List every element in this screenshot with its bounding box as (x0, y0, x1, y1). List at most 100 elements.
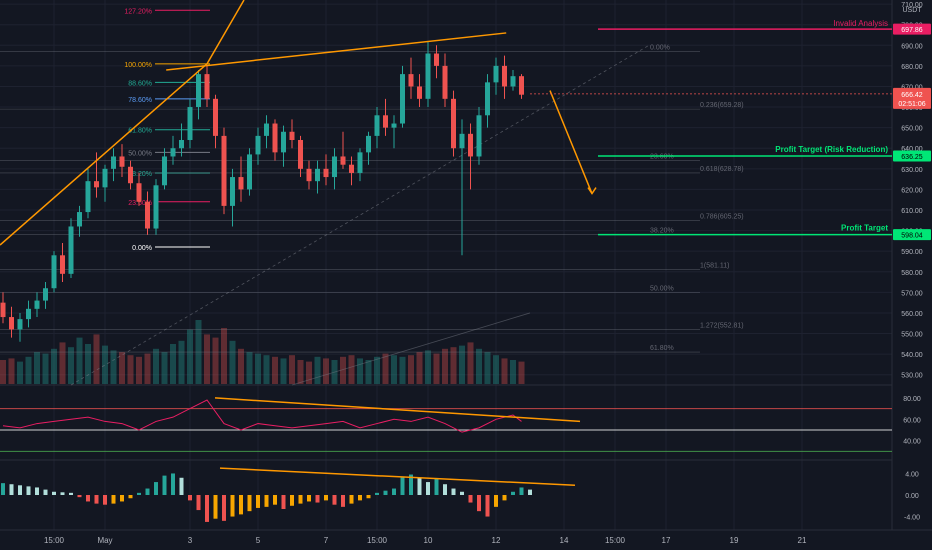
histogram-bar (162, 475, 167, 495)
histogram-bar (502, 495, 507, 501)
volume-bar (34, 352, 40, 384)
rsi-tick-label: 40.00 (903, 439, 921, 446)
fib-ext-label: 1(581.11) (700, 263, 729, 270)
volume-bar (221, 328, 227, 384)
histogram-bar (222, 495, 226, 521)
time-tick-label[interactable]: 19 (730, 536, 739, 545)
volume-bar (323, 358, 329, 384)
histogram-bar (298, 495, 303, 504)
histogram-bar (307, 495, 311, 502)
time-tick-label[interactable]: 15:00 (605, 536, 626, 545)
projection-arrow-line[interactable] (549, 90, 593, 194)
profit-target-risk-price-tag: 636.25 (901, 154, 923, 161)
fib-level-label: 50.00% (128, 150, 152, 157)
volume-bar (280, 358, 287, 384)
candle-body (332, 156, 337, 178)
candle-body (60, 255, 65, 274)
volume-bar (136, 356, 142, 384)
time-axis[interactable]: 15:00 May 3 5 7 15:00 10 12 14 15:00 17 19 21 (0, 529, 932, 550)
price-tick-label: 540.00 (901, 352, 923, 359)
histogram-bar (196, 495, 201, 511)
fib-level-label: 61.80% (128, 128, 152, 135)
candle-body (170, 148, 176, 157)
price-tick-label: 530.00 (901, 373, 923, 380)
volume-bar (76, 337, 83, 384)
profit-target-risk-price-tag-bg (893, 150, 931, 162)
volume-bar (187, 329, 193, 384)
currency-label: USDT (902, 7, 922, 14)
profit-target-price-tag: 598.04 (901, 233, 923, 240)
volume-bar (17, 361, 23, 384)
histogram-divergence-trendline[interactable] (219, 467, 576, 487)
histogram-bar (417, 477, 422, 495)
histogram-bar (230, 495, 235, 517)
histogram-bar (528, 489, 532, 495)
volume-bar (161, 352, 168, 384)
time-tick-label[interactable]: 10 (424, 536, 433, 545)
resistance-trendline[interactable] (166, 32, 507, 71)
time-tick-label[interactable]: 3 (188, 536, 193, 545)
projection-arrow-head[interactable] (587, 187, 597, 195)
histogram-bar (375, 492, 379, 495)
candle-body (408, 74, 414, 87)
histogram-bar (1, 483, 5, 495)
candle-body (145, 201, 150, 229)
volume-bar (382, 353, 389, 384)
rsi-divergence-trendline[interactable] (214, 397, 581, 423)
candle-body (0, 302, 6, 318)
histogram-bar (392, 488, 396, 495)
volume-bar (144, 353, 151, 384)
histogram-bar (171, 473, 175, 495)
histogram-bar (247, 495, 252, 512)
time-tick-label[interactable]: 12 (492, 536, 501, 545)
trend-lines[interactable] (0, 0, 597, 246)
current-price-tag: 666.42 (901, 92, 923, 99)
candle-body (43, 288, 48, 301)
volume-bar (204, 334, 210, 384)
time-tick-label[interactable]: 17 (662, 536, 671, 545)
histogram-bar (281, 495, 286, 509)
volume-bar (348, 355, 355, 384)
candle-body (34, 300, 40, 309)
candle-body (230, 177, 235, 206)
time-tick-label[interactable]: 15:00 (367, 536, 388, 545)
candle-body (400, 74, 405, 124)
histogram-bar (358, 495, 362, 501)
histogram-bar (400, 476, 405, 495)
time-tick-label[interactable]: May (97, 536, 112, 545)
fib-level-label: 0.00% (132, 245, 152, 252)
target-lines[interactable]: Invalid Analysis Profit Target (Risk Redu… (530, 19, 892, 236)
fib-level-label: 88.60% (128, 80, 152, 87)
histogram-bar (383, 490, 388, 495)
candle-body (128, 166, 133, 184)
price-tick-label: 620.00 (901, 187, 923, 194)
current-price-tag-bg (893, 87, 931, 109)
lower-trendline[interactable] (0, 63, 208, 246)
time-tick-label[interactable]: 15:00 (44, 536, 65, 545)
histogram-bar (315, 495, 320, 503)
time-tick-label[interactable]: 7 (324, 536, 329, 545)
candle-body (298, 140, 303, 169)
candle-body (162, 156, 167, 186)
histogram-bar (145, 488, 150, 495)
time-tick-label[interactable]: 14 (560, 536, 569, 545)
volume-bar (314, 356, 321, 384)
histogram-bar (485, 495, 490, 517)
candle-body (425, 53, 431, 99)
candle-body (289, 131, 295, 140)
histogram-bar (494, 495, 498, 507)
histogram-bar (341, 495, 345, 507)
histogram-bar (213, 495, 218, 519)
price-tick-label: 630.00 (901, 167, 923, 174)
upper-trendline-extension[interactable] (206, 0, 245, 65)
histogram-bar (120, 495, 124, 502)
fib-ext-label: 61.80% (650, 345, 674, 352)
candle-body (204, 74, 210, 99)
candle-body (26, 308, 31, 320)
time-tick-label[interactable]: 5 (256, 536, 261, 545)
volume-bar (493, 355, 499, 384)
candle-body (391, 123, 397, 128)
histogram-bar (9, 484, 14, 495)
time-tick-label[interactable]: 21 (798, 536, 807, 545)
